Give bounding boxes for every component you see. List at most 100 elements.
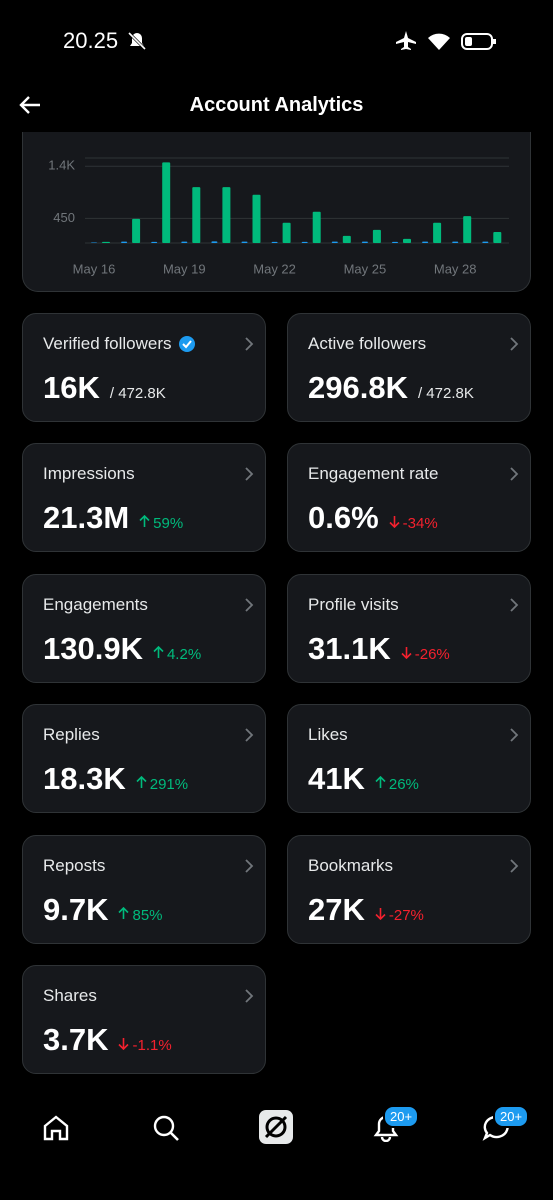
card-label: Active followers bbox=[308, 334, 427, 353]
header-title: Account Analytics bbox=[189, 94, 364, 116]
bottom-nav: 20+ 20+ bbox=[0, 1095, 553, 1200]
change-text: 85% bbox=[132, 906, 163, 924]
x-tick-label: May 16 bbox=[73, 261, 116, 276]
home-tab[interactable] bbox=[42, 1114, 70, 1142]
status-icons bbox=[396, 31, 496, 50]
chevron bbox=[245, 858, 254, 873]
card-value: 0.6% bbox=[308, 500, 379, 536]
chevron bbox=[245, 989, 254, 1003]
card-change: -34% bbox=[389, 515, 438, 532]
card-change: 4.2% bbox=[153, 645, 202, 663]
bar bbox=[422, 241, 429, 243]
metric-card[interactable]: Engagements 130.9K 4.2% bbox=[22, 573, 266, 683]
card-value-row: 27K -27% bbox=[308, 892, 424, 928]
bar bbox=[282, 222, 291, 243]
card-label: Reposts bbox=[43, 855, 106, 875]
up-arrow bbox=[153, 645, 164, 658]
change-text: -26% bbox=[414, 645, 450, 663]
metric-card[interactable]: Bookmarks 27K -27% bbox=[287, 834, 531, 944]
bar bbox=[312, 211, 321, 243]
metric-card[interactable]: Shares 3.7K -1.1% bbox=[22, 965, 266, 1074]
change-text: 26% bbox=[388, 776, 419, 794]
bar bbox=[252, 194, 261, 243]
up-arrow bbox=[136, 776, 147, 789]
down-arrow bbox=[118, 1038, 130, 1050]
metric-card[interactable]: Replies 18.3K 291% bbox=[22, 704, 266, 814]
card-label-row: Impressions bbox=[43, 464, 135, 484]
bar bbox=[452, 241, 459, 243]
card-label-row: Reposts bbox=[43, 856, 105, 876]
change-text: 4.2% bbox=[166, 645, 202, 663]
change-text: -27% bbox=[388, 906, 424, 924]
y-tick-label: 450 bbox=[53, 210, 75, 225]
bar bbox=[241, 241, 248, 243]
chevron bbox=[245, 467, 254, 482]
chevron bbox=[510, 858, 519, 873]
chart: 450 1.4K May 16 May 19 May 22 May 25 May 28 bbox=[48, 157, 509, 276]
verified-badge bbox=[178, 336, 195, 352]
card-label: Profile visits bbox=[308, 594, 399, 614]
card-label-row: Bookmarks bbox=[308, 856, 393, 876]
metric-card[interactable]: Verified followers 16K / 472.8K bbox=[22, 313, 266, 422]
mute-icon bbox=[127, 31, 147, 51]
metric-card[interactable]: Impressions 21.3M 59% bbox=[22, 443, 266, 553]
card-label-row: Engagement rate bbox=[308, 464, 438, 484]
x-tick-label: May 22 bbox=[253, 261, 296, 276]
card-label-row: Profile visits bbox=[308, 595, 399, 615]
metric-card[interactable]: Active followers 296.8K / 472.8K bbox=[287, 313, 531, 422]
metric-card[interactable]: Likes 41K 26% bbox=[287, 704, 531, 814]
metric-card[interactable]: Profile visits 31.1K -26% bbox=[287, 573, 531, 683]
card-label: Verified followers bbox=[43, 334, 172, 353]
card-change: 59% bbox=[139, 515, 183, 532]
x-tick-label: May 25 bbox=[344, 261, 387, 276]
down-arrow bbox=[401, 646, 412, 659]
change-text: -1.1% bbox=[132, 1037, 172, 1054]
chevron bbox=[510, 728, 519, 742]
bar bbox=[493, 232, 502, 243]
card-value: 16K bbox=[43, 370, 100, 405]
card-label: Replies bbox=[43, 725, 100, 745]
card-value: 27K bbox=[308, 891, 365, 927]
bar bbox=[211, 241, 218, 243]
card-label: Bookmarks bbox=[308, 855, 394, 875]
card-value: 21.3M bbox=[43, 500, 130, 536]
card-change: -26% bbox=[401, 646, 450, 663]
bar bbox=[403, 238, 411, 243]
card-change: 291% bbox=[136, 776, 188, 793]
card-label-row: Replies bbox=[43, 725, 100, 745]
chevron bbox=[510, 598, 519, 612]
metric-card[interactable]: Reposts 9.7K 85% bbox=[22, 834, 266, 944]
card-value: 31.1K bbox=[308, 630, 391, 666]
card-value-row: 0.6% -34% bbox=[308, 500, 438, 536]
bar bbox=[301, 241, 308, 243]
bar bbox=[331, 241, 338, 243]
x-tick-label: May 28 bbox=[434, 261, 477, 276]
bar bbox=[433, 222, 442, 243]
card-value-row: 41K 26% bbox=[308, 761, 419, 797]
card-value-row: 296.8K / 472.8K bbox=[308, 370, 474, 406]
chart-card: 450 1.4K May 16 May 19 May 22 May 25 May 28 bbox=[22, 110, 531, 292]
card-value-row: 9.7K 85% bbox=[43, 892, 163, 928]
bar bbox=[372, 229, 381, 243]
grok-tab[interactable] bbox=[258, 1109, 294, 1145]
bar bbox=[132, 218, 141, 243]
chevron bbox=[245, 598, 254, 612]
bar bbox=[151, 241, 158, 243]
change-text: 59% bbox=[153, 515, 184, 533]
notification-badge: 20+ bbox=[383, 1105, 420, 1128]
search-tab[interactable] bbox=[152, 1114, 180, 1142]
card-total: / 472.8K bbox=[109, 385, 166, 402]
bar bbox=[181, 241, 188, 243]
card-value-row: 21.3M 59% bbox=[43, 500, 183, 536]
card-label-row: Engagements bbox=[43, 595, 148, 615]
bar bbox=[342, 235, 351, 243]
card-label-row: Likes bbox=[308, 725, 348, 745]
card-total: / 472.8K bbox=[417, 385, 474, 402]
card-value-row: 3.7K -1.1% bbox=[43, 1022, 172, 1058]
status-time: 20.25 bbox=[63, 28, 119, 53]
back-button[interactable] bbox=[18, 94, 42, 116]
card-label: Impressions bbox=[43, 464, 135, 484]
up-arrow bbox=[139, 515, 150, 528]
metric-card[interactable]: Engagement rate 0.6% -34% bbox=[287, 443, 531, 553]
